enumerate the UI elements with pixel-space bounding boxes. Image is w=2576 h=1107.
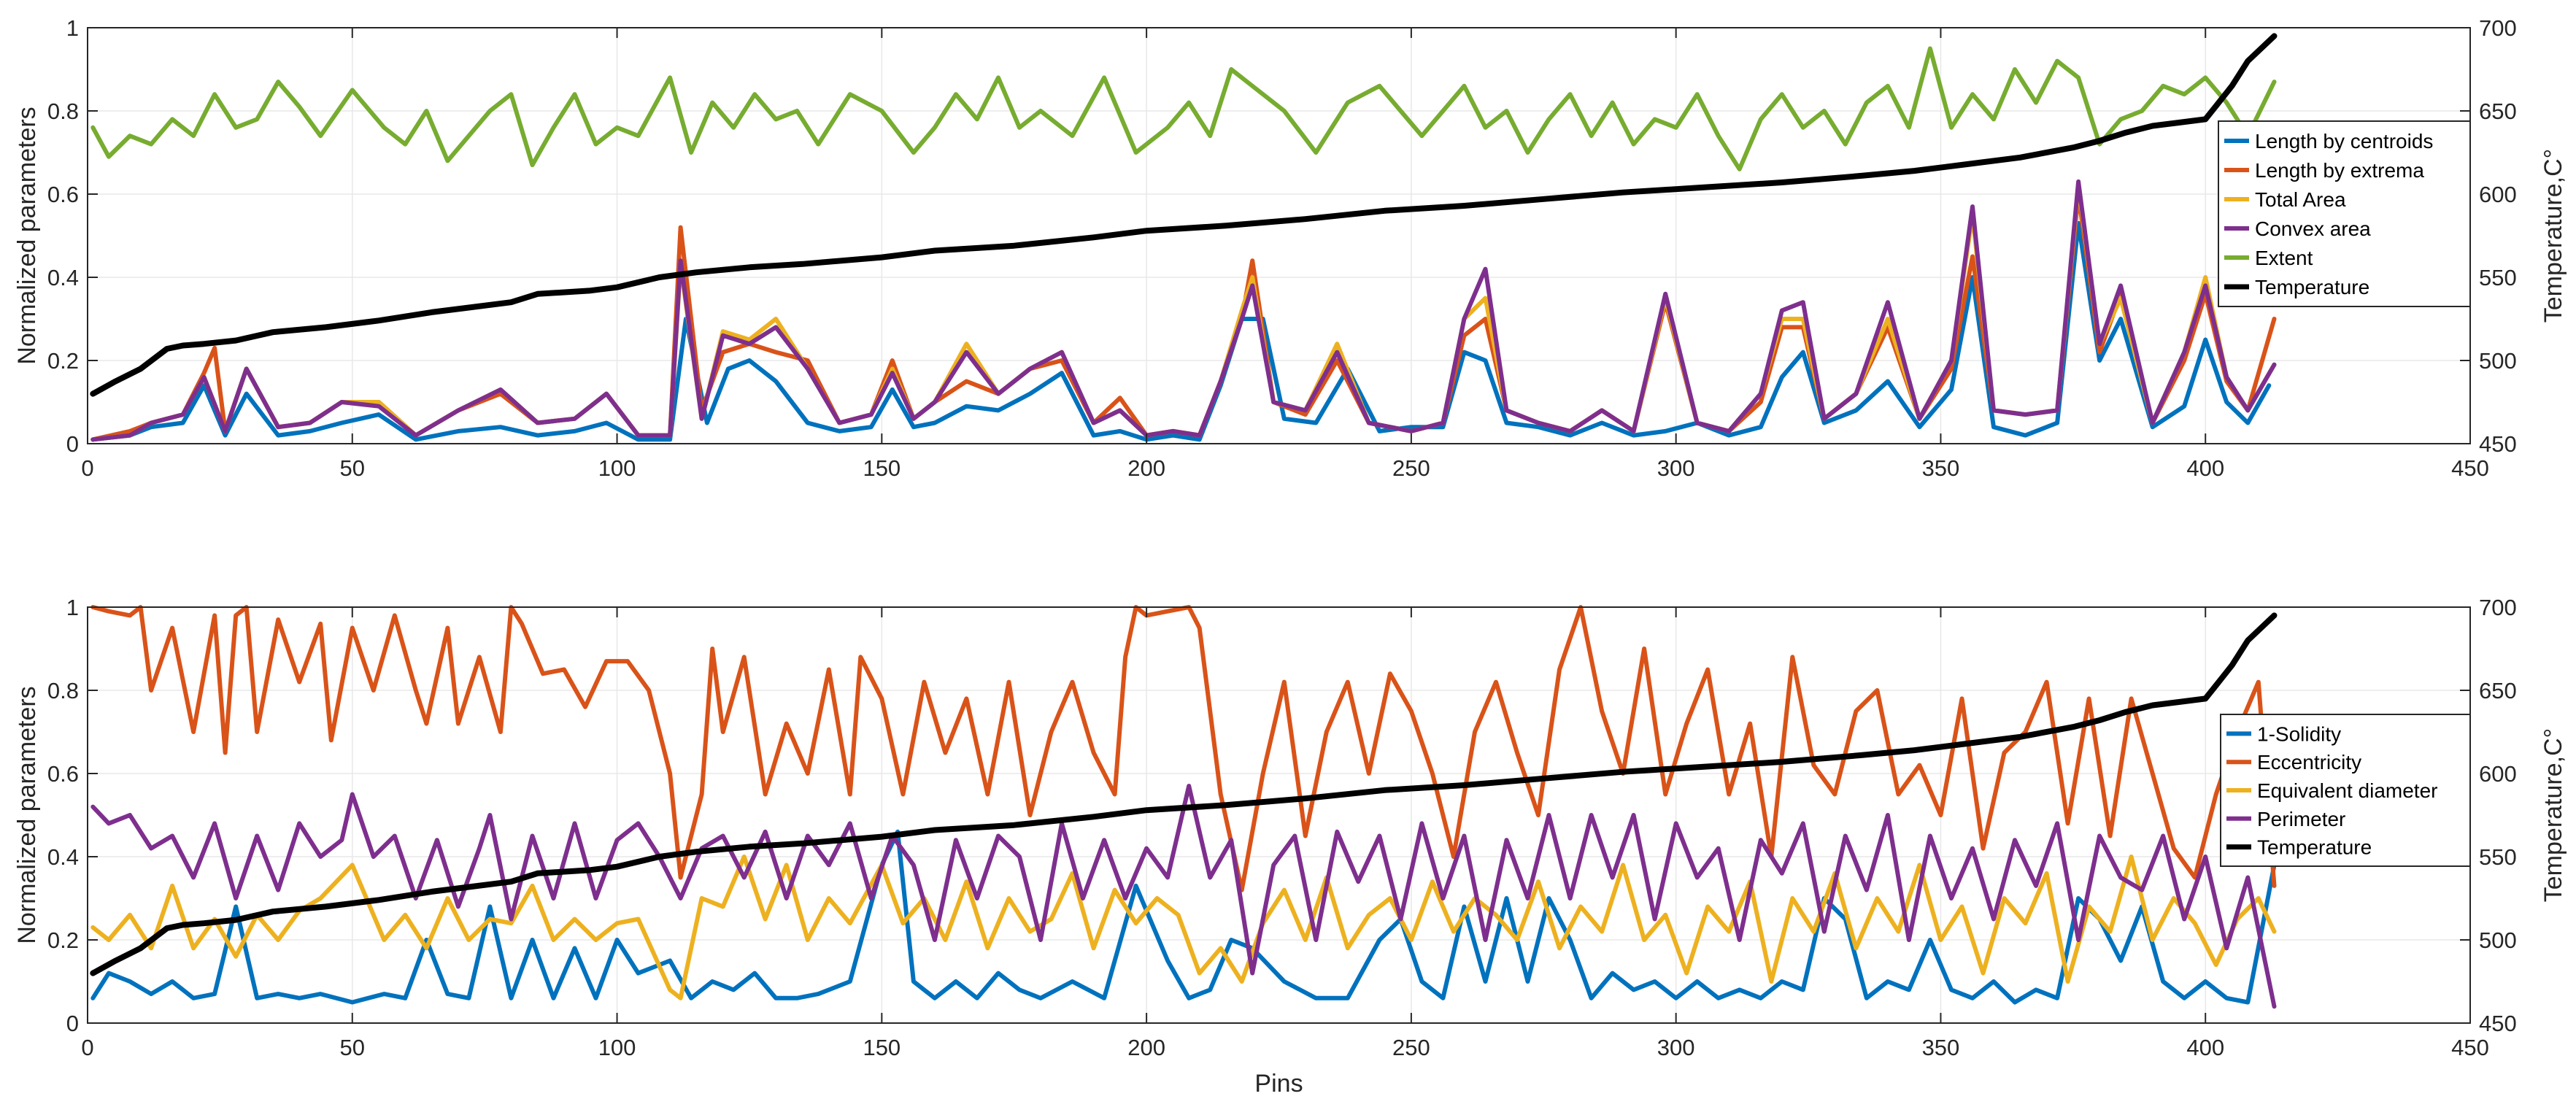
top-x-tick-label: 350 xyxy=(1922,455,1960,481)
bottom-x-tick-label: 300 xyxy=(1657,1035,1695,1060)
top-y-tick-label: 0.8 xyxy=(47,99,79,124)
bottom-y-tick-label: 0.8 xyxy=(47,678,79,703)
top-y2-tick-label: 600 xyxy=(2479,182,2517,207)
bottom-y2-axis-label: Temperature,C° xyxy=(2540,728,2567,902)
bottom-y2-tick-label: 550 xyxy=(2479,844,2517,870)
bottom-y-tick-label: 1 xyxy=(66,595,79,620)
bottom-y2-tick-label: 600 xyxy=(2479,761,2517,787)
bottom-y-axis-label: Normalized parameters xyxy=(13,686,41,944)
top-x-tick-label: 200 xyxy=(1127,455,1165,481)
top-x-tick-label: 0 xyxy=(81,455,93,481)
bottom-y2-tick-label: 650 xyxy=(2479,678,2517,703)
top-series-extent xyxy=(90,46,2277,171)
bottom-series-temperature xyxy=(90,612,2278,976)
top-x-tick-label: 300 xyxy=(1657,455,1695,481)
bottom-y2-tick-label: 700 xyxy=(2479,595,2517,620)
bottom-series-eccentricity xyxy=(90,605,2277,892)
top-y2-tick-label: 650 xyxy=(2479,99,2517,124)
bottom-x-tick-label: 50 xyxy=(340,1035,365,1060)
bottom-y2-tick-label: 450 xyxy=(2479,1011,2517,1036)
top-legend-box xyxy=(2218,120,2471,307)
top-legend-entry: Length by extrema xyxy=(2255,159,2424,182)
bottom-legend-entry: Eccentricity xyxy=(2257,751,2361,774)
bottom-x-tick-label: 400 xyxy=(2186,1035,2224,1060)
bottom-x-tick-label: 100 xyxy=(598,1035,636,1060)
top-x-tick-label: 450 xyxy=(2451,455,2489,481)
top-y-tick-label: 0.2 xyxy=(47,348,79,374)
top-x-tick-label: 400 xyxy=(2186,455,2224,481)
top-y2-axis-label: Temperature,C° xyxy=(2540,149,2567,323)
bottom-legend-entry: Perimeter xyxy=(2257,808,2345,830)
top-y-tick-label: 0.4 xyxy=(47,265,79,290)
top-series-convex-area xyxy=(90,179,2277,442)
top-legend-entry: Temperature xyxy=(2255,276,2369,298)
top-y-tick-label: 0 xyxy=(66,431,79,457)
top-x-tick-label: 50 xyxy=(340,455,365,481)
bottom-x-axis-label: Pins xyxy=(1254,1070,1303,1098)
top-legend-entry: Convex area xyxy=(2255,217,2371,240)
bottom-x-tick-label: 200 xyxy=(1127,1035,1165,1060)
top-y-tick-label: 0.6 xyxy=(47,182,79,207)
top-y2-tick-label: 450 xyxy=(2479,431,2517,457)
top-y-tick-label: 1 xyxy=(66,15,79,41)
bottom-legend-entry: 1-Solidity xyxy=(2257,722,2341,745)
top-legend-entry: Extent xyxy=(2255,247,2313,269)
bottom-legend-entry: Temperature xyxy=(2257,836,2372,859)
top-legend: Length by centroids Length by extrema Tota… xyxy=(2218,120,2471,307)
bottom-panel: 0 50 100 150 200 250 300 350 400 450 0 0.2 0.4 0.6 0.8… xyxy=(13,595,2567,1098)
bottom-y-tick-label: 0.2 xyxy=(47,927,79,953)
top-y2-tick-label: 500 xyxy=(2479,348,2517,374)
bottom-series-equivalent-diameter xyxy=(90,855,2277,1000)
bottom-y2-tick-label: 500 xyxy=(2479,927,2517,953)
bottom-y-tick-label: 0.4 xyxy=(47,844,79,870)
top-x-tick-label: 250 xyxy=(1392,455,1430,481)
top-y-axis-label: Normalized parameters xyxy=(13,107,41,364)
top-legend-entry: Length by centroids xyxy=(2255,130,2433,153)
top-series-temperature xyxy=(90,33,2278,397)
bottom-y-tick-label: 0 xyxy=(66,1011,79,1036)
top-y2-tick-label: 700 xyxy=(2479,15,2517,41)
bottom-x-tick-label: 150 xyxy=(863,1035,901,1060)
bottom-series-1-solidity xyxy=(90,829,2277,1005)
top-x-tick-label: 150 xyxy=(863,455,901,481)
top-y2-tick-label: 550 xyxy=(2479,265,2517,290)
bottom-legend-entry: Equivalent diameter xyxy=(2257,779,2437,802)
top-panel: 0 50 100 150 200 250 300 350 400 450 0 0.2 0.4 0.6 0.8… xyxy=(13,15,2567,481)
top-x-tick-label: 100 xyxy=(598,455,636,481)
bottom-x-tick-label: 350 xyxy=(1922,1035,1960,1060)
bottom-x-tick-label: 0 xyxy=(81,1035,93,1060)
bottom-y-tick-label: 0.6 xyxy=(47,761,79,787)
bottom-legend-box xyxy=(2220,714,2471,867)
top-legend-entry: Total Area xyxy=(2255,188,2346,211)
bottom-series-perimeter xyxy=(90,784,2277,1009)
bottom-x-tick-label: 450 xyxy=(2451,1035,2489,1060)
bottom-legend: 1-Solidity Eccentricity Equivalent diamete… xyxy=(2220,714,2471,867)
bottom-x-tick-label: 250 xyxy=(1392,1035,1430,1060)
